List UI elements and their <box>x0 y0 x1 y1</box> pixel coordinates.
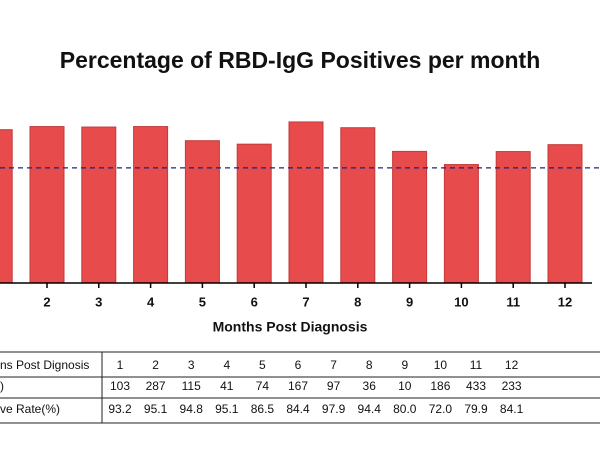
x-tick-label: 7 <box>302 294 309 309</box>
table-month: 1 <box>117 358 124 372</box>
table-rate: 94.8 <box>180 402 204 416</box>
table-count: 167 <box>288 379 308 393</box>
bar <box>29 126 65 284</box>
x-tick-label: 10 <box>454 294 468 309</box>
table-month: 2 <box>152 358 159 372</box>
bar <box>495 151 531 284</box>
table-month: 10 <box>434 358 448 372</box>
table-month: 11 <box>470 358 483 372</box>
table-rate: 97.9 <box>322 402 346 416</box>
table-rate: 80.0 <box>393 402 417 416</box>
row-label: ns Post Dignosis <box>0 358 89 372</box>
table-count: 287 <box>146 379 166 393</box>
x-tick-label: 11 <box>506 294 520 309</box>
bar <box>81 126 117 284</box>
table-count: 233 <box>502 379 522 393</box>
table-month: 4 <box>223 358 230 372</box>
table-rate: 95.1 <box>144 402 168 416</box>
table-month: 9 <box>401 358 408 372</box>
bar <box>288 121 324 284</box>
table-rate: 84.1 <box>500 402 524 416</box>
table-count: 41 <box>220 379 234 393</box>
table-count: 103 <box>110 379 130 393</box>
x-tick-label: 8 <box>354 294 361 309</box>
bar <box>547 144 583 284</box>
x-tick-label: 9 <box>406 294 413 309</box>
table-rate: 72.0 <box>429 402 453 416</box>
table-month: 3 <box>188 358 195 372</box>
table-rate: 95.1 <box>215 402 239 416</box>
x-axis-title: Months Post Diagnosis <box>213 319 368 335</box>
table-count: 115 <box>182 379 201 393</box>
bar <box>236 143 272 284</box>
x-tick-label: 12 <box>558 294 572 309</box>
table-count: 10 <box>398 379 412 393</box>
table-count: 36 <box>363 379 377 393</box>
x-tick-label: 6 <box>251 294 258 309</box>
table-month: 12 <box>505 358 519 372</box>
table-rate: 79.9 <box>464 402 488 416</box>
bar <box>0 129 13 284</box>
table-rate: 86.5 <box>251 402 275 416</box>
table-month: 6 <box>295 358 302 372</box>
table-count: 186 <box>430 379 450 393</box>
chart-title: Percentage of RBD-IgG Positives per mont… <box>60 47 541 73</box>
x-tick-label: 3 <box>95 294 102 309</box>
table-month: 8 <box>366 358 373 372</box>
bar <box>443 164 479 284</box>
row-label: ve Rate(%) <box>0 402 60 416</box>
bar <box>133 126 169 284</box>
table-month: 7 <box>330 358 337 372</box>
table-count: 433 <box>466 379 486 393</box>
row-label: ) <box>0 379 4 393</box>
table-count: 97 <box>327 379 341 393</box>
table-month: 5 <box>259 358 266 372</box>
bar <box>392 150 428 284</box>
table-rate: 93.2 <box>108 402 132 416</box>
x-tick-label: 2 <box>43 294 50 309</box>
bar <box>340 127 376 284</box>
x-tick-label: 5 <box>199 294 206 309</box>
table-rate: 84.4 <box>286 402 310 416</box>
table-rate: 94.4 <box>358 402 382 416</box>
table-count: 74 <box>256 379 270 393</box>
bar <box>184 140 220 284</box>
x-tick-label: 4 <box>147 294 155 309</box>
